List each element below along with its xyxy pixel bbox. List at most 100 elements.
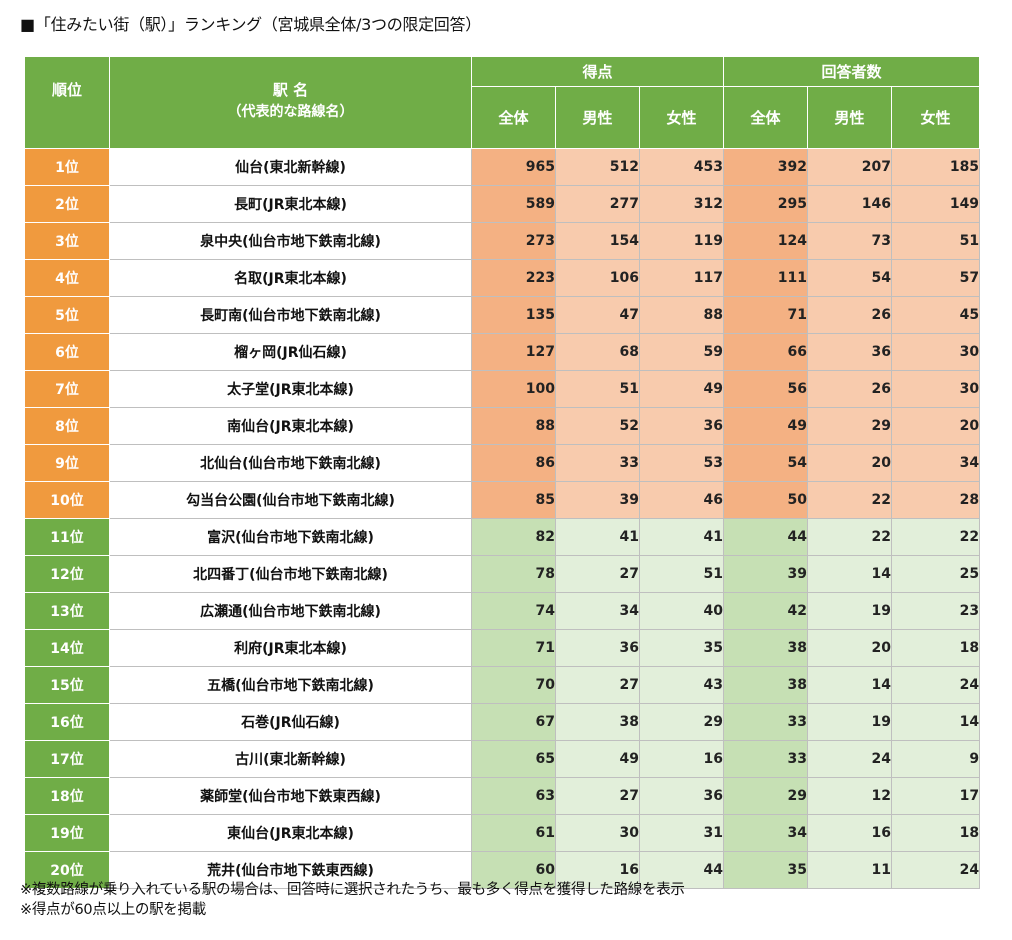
rank-cell: 3位 (24, 222, 110, 260)
respondents-male-cell: 16 (807, 814, 893, 852)
score-male-cell: 277 (555, 185, 640, 223)
score-total-cell: 67 (471, 703, 556, 741)
table-row: 17位 古川(東北新幹線) 65 49 16 33 24 9 (24, 740, 981, 778)
respondents-male-cell: 26 (807, 296, 893, 334)
table-row: 3位 泉中央(仙台市地下鉄南北線) 273 154 119 124 73 51 (24, 222, 981, 260)
station-name-cell: 北仙台(仙台市地下鉄南北線) (109, 444, 472, 482)
respondents-male-cell: 20 (807, 444, 893, 482)
respondents-female-cell: 30 (891, 333, 981, 371)
respondents-male-cell: 22 (807, 518, 893, 556)
score-female-header: 女性 (638, 86, 725, 149)
score-female-cell: 35 (638, 629, 725, 667)
score-female-cell: 36 (638, 777, 725, 815)
score-total-cell: 82 (471, 518, 556, 556)
respondents-male-cell: 36 (807, 333, 893, 371)
footnote: ※複数路線が乗り入れている駅の場合は、回答時に選択されたうち、最も多く得点を獲得… (20, 882, 685, 898)
score-total-cell: 273 (471, 222, 556, 260)
respondents-male-cell: 26 (807, 370, 893, 408)
respondents-female-cell: 57 (891, 259, 981, 297)
respondents-total-cell: 33 (723, 703, 809, 741)
station-column-header: 駅 名 （代表的な路線名） (109, 56, 472, 149)
score-male-cell: 68 (555, 333, 640, 371)
respondents-total-cell: 50 (723, 481, 809, 519)
rank-cell: 2位 (24, 185, 110, 223)
score-male-cell: 36 (555, 629, 640, 667)
respondents-male-cell: 54 (807, 259, 893, 297)
station-name-cell: 薬師堂(仙台市地下鉄東西線) (109, 777, 472, 815)
score-male-cell: 33 (555, 444, 640, 482)
rank-cell: 6位 (24, 333, 110, 371)
table-row: 13位 広瀬通(仙台市地下鉄南北線) 74 34 40 42 19 23 (24, 592, 981, 630)
respondents-total-header: 全体 (723, 86, 809, 149)
score-female-cell: 53 (638, 444, 725, 482)
respondents-total-cell: 124 (723, 222, 809, 260)
table-row: 1位 仙台(東北新幹線) 965 512 453 392 207 185 (24, 148, 981, 186)
ranking-table: 順位 駅 名 （代表的な路線名） 得点 回答者数 全体 男性 女性 全体 男性 … (24, 56, 981, 889)
score-total-cell: 965 (471, 148, 556, 186)
respondents-female-cell: 51 (891, 222, 981, 260)
score-total-cell: 70 (471, 666, 556, 704)
station-name-cell: 東仙台(JR東北本線) (109, 814, 472, 852)
respondents-female-cell: 22 (891, 518, 981, 556)
table-row: 7位 太子堂(JR東北本線) 100 51 49 56 26 30 (24, 370, 981, 408)
respondents-male-cell: 11 (807, 851, 893, 889)
rank-cell: 7位 (24, 370, 110, 408)
score-male-cell: 39 (555, 481, 640, 519)
score-male-header: 男性 (555, 86, 640, 149)
respondents-female-cell: 25 (891, 555, 981, 593)
respondents-female-cell: 14 (891, 703, 981, 741)
score-female-cell: 49 (638, 370, 725, 408)
respondents-male-cell: 29 (807, 407, 893, 445)
score-total-cell: 135 (471, 296, 556, 334)
score-female-cell: 36 (638, 407, 725, 445)
rank-cell: 16位 (24, 703, 110, 741)
respondents-male-cell: 22 (807, 481, 893, 519)
score-total-cell: 78 (471, 555, 556, 593)
score-total-cell: 127 (471, 333, 556, 371)
score-total-cell: 100 (471, 370, 556, 408)
respondents-female-cell: 149 (891, 185, 981, 223)
footnotes: ※複数路線が乗り入れている駅の場合は、回答時に選択されたうち、最も多く得点を獲得… (20, 880, 685, 920)
respondents-total-cell: 44 (723, 518, 809, 556)
respondents-female-cell: 18 (891, 629, 981, 667)
score-male-cell: 34 (555, 592, 640, 630)
score-male-cell: 512 (555, 148, 640, 186)
score-male-cell: 154 (555, 222, 640, 260)
table-row: 2位 長町(JR東北本線) 589 277 312 295 146 149 (24, 185, 981, 223)
respondents-total-cell: 29 (723, 777, 809, 815)
respondents-female-cell: 30 (891, 370, 981, 408)
station-name-cell: 長町南(仙台市地下鉄南北線) (109, 296, 472, 334)
station-name-cell: 長町(JR東北本線) (109, 185, 472, 223)
respondents-female-cell: 20 (891, 407, 981, 445)
station-name-cell: 勾当台公園(仙台市地下鉄南北線) (109, 481, 472, 519)
rank-cell: 4位 (24, 259, 110, 297)
respondents-female-cell: 23 (891, 592, 981, 630)
rank-column-header: 順位 (24, 56, 110, 149)
score-female-cell: 51 (638, 555, 725, 593)
score-total-cell: 65 (471, 740, 556, 778)
respondents-male-cell: 24 (807, 740, 893, 778)
table-row: 20位 荒井(仙台市地下鉄東西線) 60 16 44 35 11 24 (24, 851, 981, 889)
respondents-male-header: 男性 (807, 86, 893, 149)
station-name-cell: 太子堂(JR東北本線) (109, 370, 472, 408)
score-female-cell: 88 (638, 296, 725, 334)
respondents-total-cell: 38 (723, 666, 809, 704)
rank-cell: 5位 (24, 296, 110, 334)
score-female-cell: 119 (638, 222, 725, 260)
score-female-cell: 59 (638, 333, 725, 371)
respondents-total-cell: 49 (723, 407, 809, 445)
ranking-rows: 1位 仙台(東北新幹線) 965 512 453 392 207 185 2位 長町(JR東北本線… (24, 148, 981, 889)
page-title: ■「住みたい街（駅）」ランキング（宮城県全体/3つの限定回答） (20, 15, 481, 34)
score-female-cell: 117 (638, 259, 725, 297)
rank-cell: 20位 (24, 851, 110, 889)
station-header-line1: 駅 名 (272, 81, 309, 99)
table-row: 15位 五橋(仙台市地下鉄南北線) 70 27 43 38 14 24 (24, 666, 981, 704)
respondents-male-cell: 14 (807, 666, 893, 704)
station-header-line2: （代表的な路線名） (227, 104, 354, 120)
table-row: 5位 長町南(仙台市地下鉄南北線) 135 47 88 71 26 45 (24, 296, 981, 334)
score-total-cell: 74 (471, 592, 556, 630)
station-name-cell: 古川(東北新幹線) (109, 740, 472, 778)
score-male-cell: 41 (555, 518, 640, 556)
station-name-cell: 泉中央(仙台市地下鉄南北線) (109, 222, 472, 260)
